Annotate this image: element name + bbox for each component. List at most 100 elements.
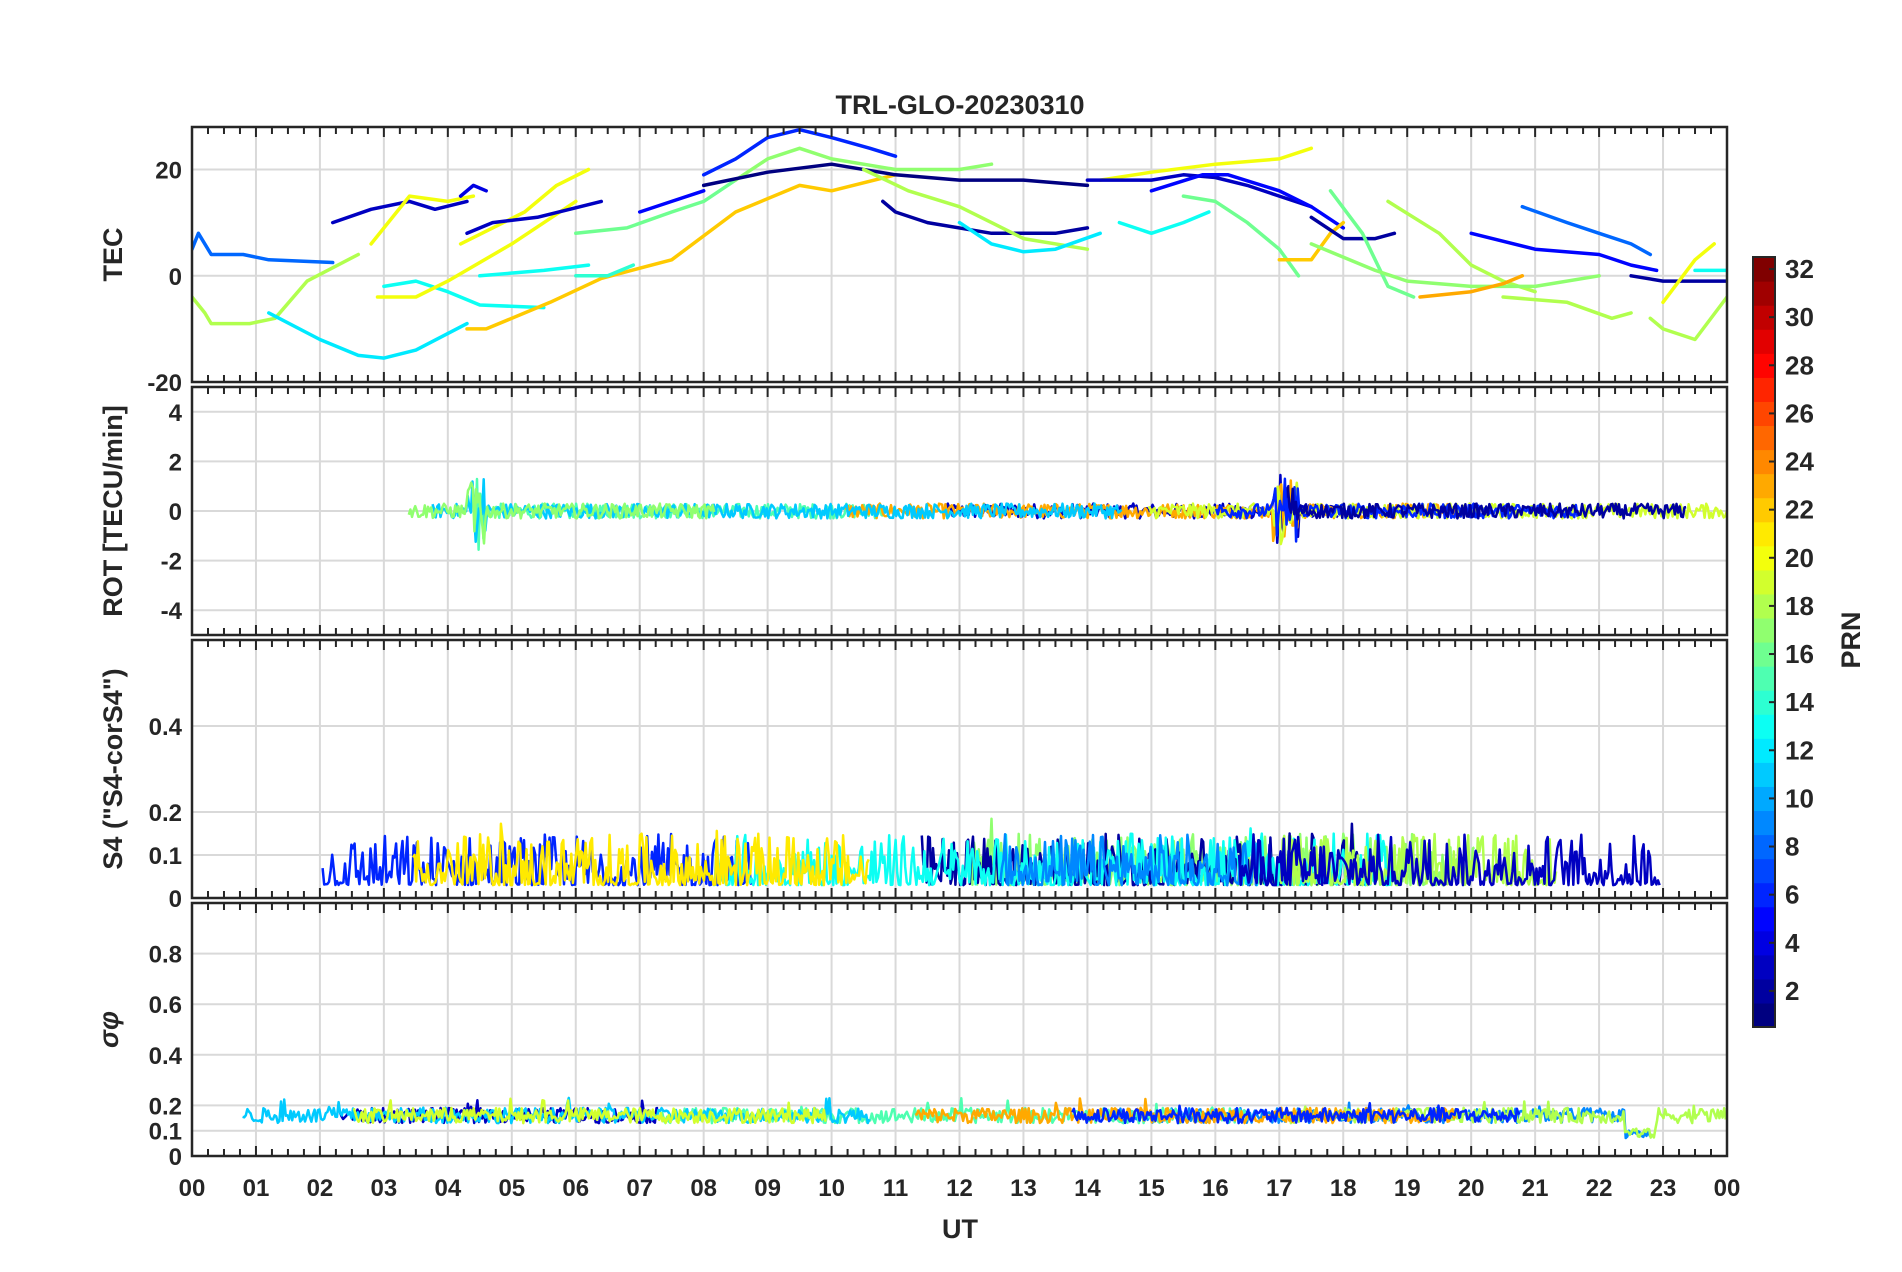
- tec-arc-prn-20: [375, 199, 578, 299]
- y-tick-label: 0.8: [149, 942, 182, 969]
- y-tick-label: 0: [169, 886, 182, 913]
- tec-arc-prn-13: [382, 279, 546, 310]
- colorbar-tick-label: 8: [1785, 832, 1799, 862]
- y-tick-label: 0: [169, 264, 182, 291]
- x-tick-label: 04: [434, 1175, 461, 1202]
- tec-arc-prn-2: [1309, 215, 1397, 241]
- y-axis-label-rot: ROT [TECU/min]: [98, 405, 128, 616]
- colorbar-segment: [1753, 401, 1775, 427]
- x-tick-label: 09: [754, 1175, 781, 1202]
- x-tick-label: 07: [626, 1175, 653, 1202]
- colorbar-segment: [1753, 834, 1775, 860]
- y-tick-label: 0.4: [149, 1043, 183, 1070]
- colorbar-segment: [1753, 305, 1775, 330]
- trace-prn-19: [352, 1097, 827, 1125]
- tec-arc-prn-5: [1149, 173, 1346, 230]
- tec-arc-prn-3: [1085, 173, 1314, 209]
- x-tick-label: 20: [1458, 1175, 1485, 1202]
- x-tick-label: 23: [1650, 1175, 1677, 1202]
- tec-arc-prn-1: [701, 162, 1090, 188]
- colorbar-outline: [1752, 256, 1776, 1028]
- colorbar-segment: [1753, 690, 1775, 715]
- colorbar-segment: [1753, 617, 1775, 643]
- tec-arc-prn-13: [478, 263, 591, 278]
- y-tick-label: 0.2: [149, 800, 182, 827]
- y-axis-label-s4: S4 ("S4-corS4"): [98, 668, 128, 869]
- colorbar-tick-label: 32: [1785, 254, 1814, 284]
- panel-s4: 0 0.1 0.2 0.4 S4 ("S4-corS4"): [98, 638, 1729, 913]
- colorbar-tick-label: 6: [1785, 880, 1799, 910]
- colorbar-segment: [1753, 978, 1775, 1004]
- x-tick-label: 18: [1330, 1175, 1357, 1202]
- colorbar-tick-label: 18: [1785, 591, 1814, 621]
- x-tick-label: 16: [1202, 1175, 1229, 1202]
- data-layer-sigma-phi: [242, 1096, 1727, 1140]
- colorbar-label: PRN: [1836, 611, 1866, 668]
- tec-arc-prn-3: [465, 199, 604, 236]
- x-tick-label: 05: [498, 1175, 525, 1202]
- colorbar-segment: [1753, 738, 1775, 763]
- colorbar-segment: [1753, 473, 1775, 499]
- colorbar-tick-label: 12: [1785, 735, 1814, 765]
- colorbar-segment: [1753, 497, 1775, 523]
- x-tick-label: 10: [818, 1175, 845, 1202]
- colorbar-tick-label: 14: [1785, 687, 1814, 717]
- y-tick-label: -20: [147, 370, 182, 397]
- x-tick-label: 17: [1266, 1175, 1293, 1202]
- tec-arc-prn-17: [733, 146, 994, 182]
- colorbar-segment: [1753, 954, 1775, 980]
- panel-rot: -4 -2 0 2 4 ROT [TECU/min]: [98, 385, 1729, 637]
- colorbar-tick-label: 2: [1785, 976, 1799, 1006]
- tec-arc-prn-18: [1386, 199, 1537, 294]
- y-tick-label: -2: [161, 549, 182, 576]
- x-tick-label: 02: [307, 1175, 334, 1202]
- x-tick-label: 08: [690, 1175, 717, 1202]
- colorbar-tick-label: 26: [1785, 398, 1814, 428]
- tec-arc-prn-16: [1328, 189, 1416, 299]
- tec-arc-prn-12: [267, 311, 469, 360]
- tec-arc-prn-18: [1501, 295, 1633, 321]
- tec-arc-prn-3: [330, 199, 469, 225]
- x-tick-label: 03: [371, 1175, 398, 1202]
- y-tick-label: 0.1: [149, 843, 182, 870]
- colorbar-segment: [1753, 786, 1775, 812]
- trace-prn-6: [1215, 477, 1579, 543]
- colorbar-tick-label: 30: [1785, 302, 1814, 332]
- tec-arc-prn-18: [1648, 295, 1727, 342]
- colorbar-segment: [1753, 593, 1775, 619]
- tec-arc-prn-5: [1469, 231, 1659, 273]
- colorbar-tick-label: 20: [1785, 543, 1814, 573]
- tec-arc-prn-20: [1098, 146, 1314, 182]
- tec-arc-prn-23: [1418, 274, 1525, 299]
- tec-arc-prn-20: [369, 194, 476, 246]
- colorbar-tick-label: 10: [1785, 783, 1814, 813]
- tec-arc-prn-14: [574, 263, 636, 278]
- colorbar-tick-label: 22: [1785, 495, 1814, 525]
- colorbar-segment: [1753, 906, 1775, 932]
- x-axis-label: UT: [942, 1214, 978, 1244]
- tec-arc-prn-18: [861, 167, 1090, 251]
- tec-arc-prn-16: [574, 178, 738, 236]
- y-tick-label: 0: [169, 1144, 182, 1171]
- colorbar-segment: [1753, 329, 1775, 354]
- colorbar-segment: [1753, 257, 1775, 282]
- data-layer-rot: [407, 473, 1727, 551]
- trace-prn-2: [1286, 486, 1687, 521]
- chart-title: TRL-GLO-20230310: [835, 90, 1084, 120]
- panel-sigma-phi: 00.10.2 0.4 0.6 0.8 σφ: [94, 901, 1729, 1171]
- x-tick-label: 00: [179, 1175, 206, 1202]
- y-tick-label: 0.4: [149, 714, 183, 741]
- tec-arc-prn-2: [881, 199, 1090, 236]
- colorbar-segment: [1753, 762, 1775, 787]
- tec-arc-prn-22: [465, 173, 898, 331]
- colorbar-segment: [1753, 377, 1775, 402]
- colorbar-segment: [1753, 281, 1775, 306]
- colorbar-segment: [1753, 1002, 1775, 1028]
- x-tick-label: 19: [1394, 1175, 1421, 1202]
- colorbar-segment: [1753, 858, 1775, 884]
- y-tick-label: 2: [169, 449, 182, 476]
- x-tick-label: 01: [243, 1175, 270, 1202]
- tec-arc-prn-20: [1661, 242, 1716, 305]
- x-tick-label: 14: [1074, 1175, 1101, 1202]
- colorbar-segment: [1753, 666, 1775, 691]
